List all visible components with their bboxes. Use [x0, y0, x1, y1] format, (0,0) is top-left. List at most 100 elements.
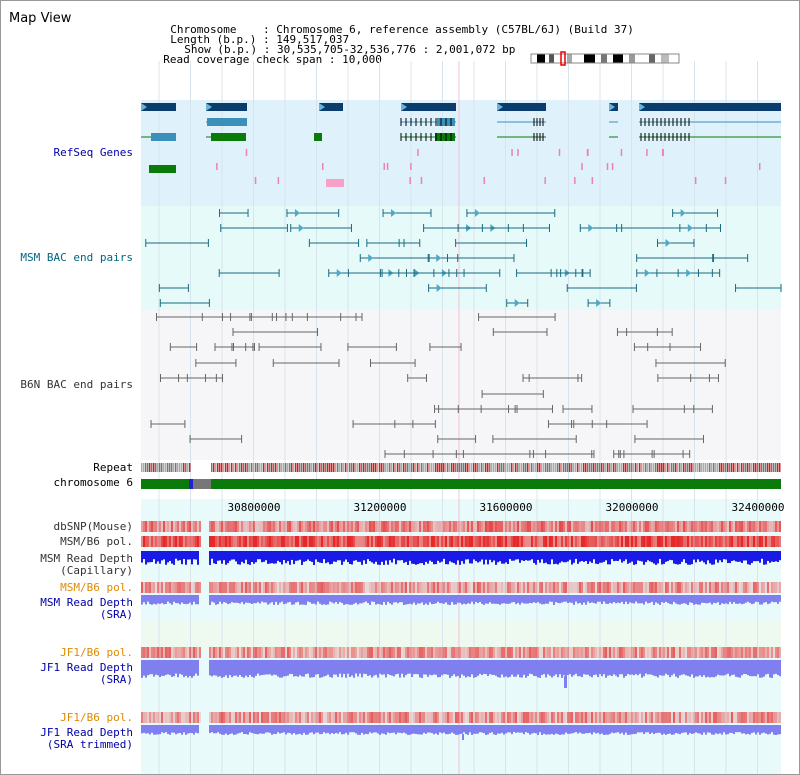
- depth-bar: [663, 551, 665, 564]
- depth-bar: [509, 660, 511, 677]
- depth-bar: [667, 551, 669, 562]
- polymorphism-cell: [195, 647, 197, 658]
- polymorphism-cell: [283, 536, 285, 547]
- depth-bar: [345, 660, 347, 678]
- polymorphism-cell: [551, 521, 553, 532]
- depth-bar: [169, 551, 171, 561]
- polymorphism-cell: [561, 582, 563, 593]
- polymorphism-cell: [367, 712, 369, 723]
- polymorphism-cell: [763, 536, 765, 547]
- polymorphism-cell: [681, 536, 683, 547]
- depth-bar: [287, 725, 289, 733]
- polymorphism-cell: [287, 582, 289, 593]
- depth-bar: [215, 725, 217, 734]
- polymorphism-cell: [419, 712, 421, 723]
- polymorphism-cell: [683, 582, 685, 593]
- depth-bar: [389, 725, 391, 734]
- repeat-mark: [371, 463, 373, 472]
- depth-bar: [657, 551, 659, 564]
- polymorphism-cell: [687, 536, 689, 547]
- polymorphism-cell: [487, 582, 489, 593]
- depth-bar: [307, 595, 309, 602]
- depth-bar: [449, 551, 451, 562]
- polymorphism-cell: [233, 536, 235, 547]
- repeat-mark: [293, 463, 295, 472]
- show-value: 30,535,705-32,536,776 : 2,001,072 bp: [276, 43, 516, 56]
- polymorphism-cell: [413, 582, 415, 593]
- polymorphism-cell: [173, 582, 175, 593]
- depth-bar: [211, 660, 213, 677]
- depth-bar: [719, 725, 721, 734]
- depth-bar: [141, 551, 143, 563]
- polymorphism-cell: [701, 582, 703, 593]
- polymorphism-cell: [663, 582, 665, 593]
- polymorphism-cell: [325, 712, 327, 723]
- repeat-mark: [731, 463, 733, 472]
- ideogram-band: [549, 54, 554, 63]
- polymorphism-cell: [685, 536, 687, 547]
- page-title: Map View: [9, 11, 72, 26]
- polymorphism-cell: [587, 647, 589, 658]
- polymorphism-cell: [475, 647, 477, 658]
- depth-bar: [537, 595, 539, 603]
- depth-bar: [287, 660, 289, 676]
- polymorphism-cell: [733, 712, 735, 723]
- polymorphism-cell: [587, 521, 589, 532]
- polymorphism-cell: [643, 536, 645, 547]
- repeat-mark: [739, 463, 741, 472]
- polymorphism-cell: [479, 582, 481, 593]
- repeat-mark: [379, 463, 381, 472]
- depth-bar: [731, 725, 733, 733]
- depth-bar: [557, 660, 559, 678]
- depth-bar: [353, 595, 355, 604]
- track-label-refseq[interactable]: RefSeq Genes: [53, 146, 133, 159]
- polymorphism-cell: [321, 521, 323, 532]
- track-label-msm-bac[interactable]: MSM BAC end pairs: [20, 251, 133, 264]
- repeat-mark: [719, 463, 721, 472]
- depth-bar: [733, 660, 735, 675]
- depth-bar: [651, 725, 653, 733]
- polymorphism-cell: [195, 521, 197, 532]
- polymorphism-cell: [619, 536, 621, 547]
- depth-bar: [717, 595, 719, 603]
- repeat-mark: [227, 463, 229, 472]
- depth-bar: [299, 595, 301, 605]
- track-label-b6n-bac[interactable]: B6N BAC end pairs: [20, 378, 133, 391]
- repeat-mark: [497, 463, 499, 472]
- repeat-mark: [703, 463, 705, 472]
- depth-bar: [689, 725, 691, 734]
- repeat-mark: [685, 463, 687, 472]
- depth-bar: [275, 660, 277, 675]
- polymorphism-cell: [337, 647, 339, 658]
- depth-bar: [237, 595, 239, 603]
- polymorphism-cell: [329, 582, 331, 593]
- polymorphism-cell: [481, 712, 483, 723]
- depth-bar: [497, 660, 499, 678]
- depth-bar: [247, 660, 249, 678]
- polymorphism-cell: [469, 647, 471, 658]
- depth-bar: [555, 595, 557, 603]
- polymorphism-cell: [705, 712, 707, 723]
- depth-bar: [443, 660, 445, 675]
- repeat-mark: [367, 463, 369, 472]
- polymorphism-cell: [563, 521, 565, 532]
- polymorphism-cell: [503, 582, 505, 593]
- depth-bar: [167, 551, 169, 563]
- repeat-mark: [415, 463, 417, 472]
- polymorphism-cell: [387, 582, 389, 593]
- polymorphism-cell: [535, 582, 537, 593]
- depth-bar: [435, 595, 437, 604]
- depth-bar: [707, 725, 709, 733]
- polymorphism-cell: [245, 712, 247, 723]
- polymorphism-cell: [187, 582, 189, 593]
- polymorphism-cell: [239, 582, 241, 593]
- depth-bar: [281, 725, 283, 733]
- repeat-mark: [775, 463, 777, 472]
- depth-bar: [395, 551, 397, 565]
- polymorphism-cell: [255, 647, 257, 658]
- depth-bar: [573, 595, 575, 605]
- depth-bar: [737, 660, 739, 678]
- depth-bar: [525, 725, 527, 733]
- polymorphism-cell: [309, 521, 311, 532]
